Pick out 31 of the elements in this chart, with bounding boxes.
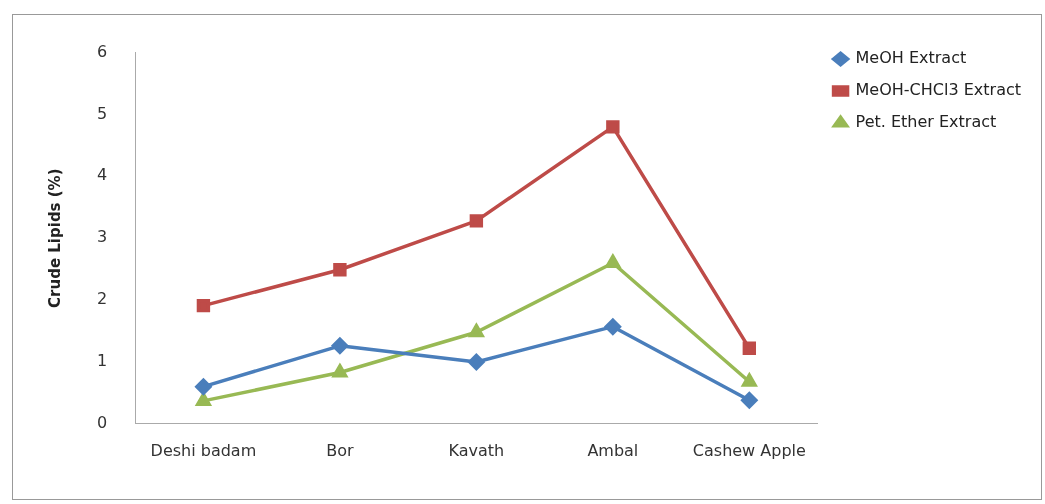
point — [195, 378, 212, 395]
point — [331, 337, 349, 355]
x-tick-label: Ambal — [587, 440, 639, 460]
point — [196, 298, 211, 313]
legend-label: Pet. Ether Extract — [855, 112, 997, 132]
y-tick-label: 1 — [96, 351, 108, 371]
legend-label: MeOH Extract — [855, 48, 967, 68]
y-tick-label: 3 — [96, 227, 108, 247]
x-tick-label: Bor — [326, 440, 354, 460]
point — [468, 353, 485, 371]
y-tick-label: 4 — [96, 165, 108, 185]
x-tick-label: Cashew Apple — [692, 440, 806, 460]
point — [741, 373, 757, 387]
y-tick-label: 5 — [96, 103, 108, 123]
point — [605, 254, 621, 268]
point — [332, 364, 348, 378]
legend-label: MeOH-CHCl3 Extract — [855, 80, 1021, 100]
y-tick-label: 0 — [96, 412, 108, 432]
point — [606, 120, 620, 134]
point — [742, 341, 757, 356]
point — [333, 263, 347, 277]
point — [469, 214, 484, 228]
x-tick-label: Deshi badam — [150, 440, 257, 460]
point — [604, 318, 622, 335]
point — [468, 323, 484, 338]
y-axis-title: Crude Lipids (%) — [45, 168, 64, 308]
point — [741, 392, 758, 409]
y-tick-label: 2 — [96, 289, 108, 309]
point — [196, 392, 211, 406]
x-tick-label: Kavath — [448, 440, 505, 460]
y-tick-label: 6 — [96, 41, 108, 61]
